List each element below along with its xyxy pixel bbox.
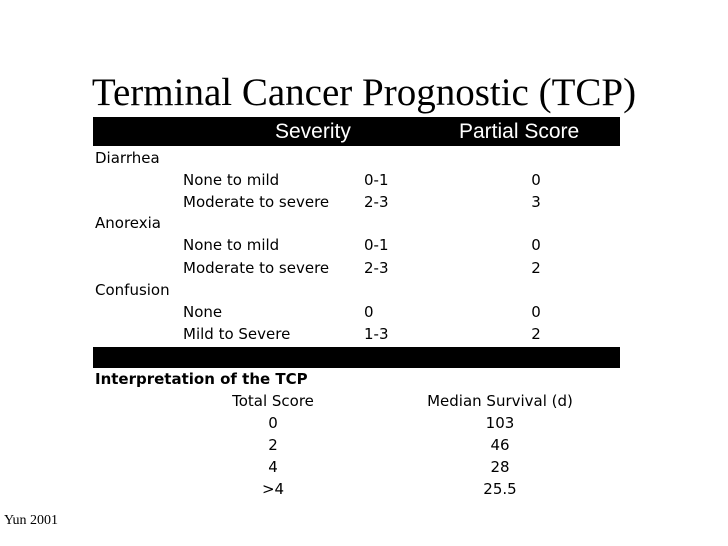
median-survival-value: 46 bbox=[490, 436, 510, 454]
total-score-value: 2 bbox=[268, 436, 278, 454]
severity-value: 1-3 bbox=[364, 325, 389, 343]
score-value: 3 bbox=[531, 193, 541, 211]
interpretation-title: Interpretation of the TCP bbox=[95, 370, 308, 388]
group-label-confusion: Confusion bbox=[95, 281, 170, 299]
level-label: Mild to Severe bbox=[183, 325, 291, 343]
source-citation: Yun 2001 bbox=[4, 513, 59, 528]
score-value: 2 bbox=[531, 259, 541, 277]
total-score-value: 0 bbox=[268, 414, 278, 432]
median-survival-value: 25.5 bbox=[483, 480, 517, 498]
level-label: None to mild bbox=[183, 171, 280, 189]
median-survival-value: 28 bbox=[490, 458, 510, 476]
severity-value: 0-1 bbox=[364, 171, 389, 189]
severity-value: 2-3 bbox=[364, 259, 389, 277]
median-survival-value: 103 bbox=[485, 414, 515, 432]
total-score-value: >4 bbox=[261, 480, 285, 498]
divider-bar bbox=[93, 347, 620, 368]
total-score-header: Total Score bbox=[232, 392, 314, 410]
score-value: 0 bbox=[531, 171, 541, 189]
table-header-bar: Severity Partial Score bbox=[93, 117, 620, 146]
level-label: Moderate to severe bbox=[183, 259, 330, 277]
median-survival-header: Median Survival (d) bbox=[427, 392, 573, 410]
severity-value: 0-1 bbox=[364, 236, 389, 254]
severity-header: Severity bbox=[275, 120, 351, 143]
score-value: 2 bbox=[531, 325, 541, 343]
level-label: Moderate to severe bbox=[183, 193, 330, 211]
level-label: None bbox=[183, 303, 223, 321]
severity-value: 0 bbox=[364, 303, 374, 321]
score-value: 0 bbox=[531, 236, 541, 254]
group-label-anorexia: Anorexia bbox=[95, 214, 161, 232]
severity-value: 2-3 bbox=[364, 193, 389, 211]
group-label-diarrhea: Diarrhea bbox=[95, 149, 160, 167]
level-label: None to mild bbox=[183, 236, 280, 254]
partial-score-header: Partial Score bbox=[459, 120, 580, 143]
slide-title: Terminal Cancer Prognostic (TCP) bbox=[91, 71, 637, 114]
score-value: 0 bbox=[531, 303, 541, 321]
total-score-value: 4 bbox=[268, 458, 278, 476]
